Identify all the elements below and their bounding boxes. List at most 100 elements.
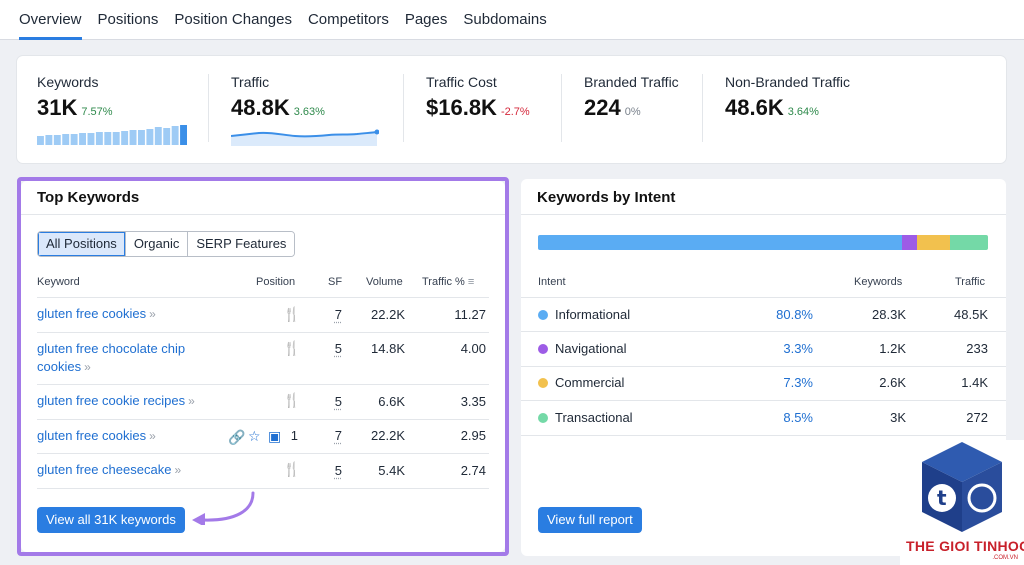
column-header-intent: Intent: [538, 276, 566, 288]
sf-value[interactable]: 7: [334, 428, 342, 443]
column-header-keywords[interactable]: Keywords: [854, 276, 903, 288]
star-icon[interactable]: ☆: [248, 428, 261, 444]
trend-bar: [129, 130, 137, 145]
tab-pages[interactable]: Pages: [404, 11, 448, 28]
link-icon[interactable]: 🔗: [228, 429, 246, 445]
trend-bar: [138, 130, 145, 145]
metric-traffic[interactable]: Traffic 48.8K 3.63%: [231, 74, 325, 121]
metric-keywords[interactable]: Keywords 31K 7.57%: [37, 74, 113, 121]
divider: [403, 74, 404, 142]
intent-bar-segment[interactable]: [538, 235, 902, 250]
intent-traffic: 233: [966, 341, 988, 356]
local-pack-icon[interactable]: 🍴: [283, 306, 301, 322]
intent-row-transactional[interactable]: Transactional: [538, 410, 633, 425]
intent-traffic: 1.4K: [961, 375, 988, 390]
keyword-text: gluten free chocolate chip: [37, 341, 186, 356]
intent-percent[interactable]: 80.8%: [776, 307, 813, 322]
trend-bar: [104, 132, 112, 145]
position-value: 1: [290, 428, 298, 443]
intent-name: Transactional: [555, 410, 633, 425]
keyword-link[interactable]: gluten free cheesecake»: [37, 461, 181, 479]
tab-competitors[interactable]: Competitors: [307, 11, 389, 28]
local-pack-icon[interactable]: 🍴: [283, 340, 301, 356]
divider: [521, 400, 1006, 401]
sort-icon[interactable]: ≡: [467, 276, 475, 288]
commercial-dot-icon: [538, 378, 548, 388]
divider: [37, 453, 489, 454]
metric-label: Non-Branded Traffic: [725, 74, 851, 90]
trend-bar: [87, 133, 95, 145]
navigational-dot-icon: [538, 344, 548, 354]
metric-delta: -2.7%: [500, 106, 530, 118]
intent-keywords: 1.2K: [879, 341, 906, 356]
column-header-sf[interactable]: SF: [328, 276, 343, 288]
filter-serp-features[interactable]: SERP Features: [187, 232, 295, 256]
intent-keywords: 28.3K: [872, 307, 906, 322]
sf-value[interactable]: 5: [334, 394, 342, 409]
tab-position-changes[interactable]: Position Changes: [174, 11, 292, 28]
keyword-link[interactable]: gluten free chocolate chip cookies»: [37, 340, 185, 376]
trend-bar: [146, 129, 154, 145]
informational-dot-icon: [538, 310, 548, 320]
intent-percent[interactable]: 8.5%: [783, 410, 813, 425]
column-header-position[interactable]: Position: [256, 276, 296, 288]
tab-positions[interactable]: Positions: [97, 11, 159, 28]
intent-row-commercial[interactable]: Commercial: [538, 375, 624, 390]
intent-bar-segment[interactable]: [949, 235, 988, 250]
volume-value: 22.2K: [371, 428, 405, 443]
metric-delta: 7.57%: [81, 106, 113, 118]
divider: [37, 419, 489, 420]
transactional-dot-icon: [538, 413, 548, 423]
card-title: Keywords by Intent: [537, 189, 676, 206]
keyword-text: gluten free cheesecake: [37, 462, 172, 477]
metric-branded-traffic[interactable]: Branded Traffic 224 0%: [584, 74, 679, 121]
keyword-link[interactable]: gluten free cookie recipes»: [37, 392, 195, 410]
column-header-volume[interactable]: Volume: [366, 276, 403, 288]
keyword-text: gluten free cookies: [37, 306, 147, 321]
trend-bar: [112, 132, 120, 145]
keyword-link[interactable]: gluten free cookies»: [37, 427, 156, 445]
sf-value[interactable]: 5: [334, 341, 342, 356]
sf-value[interactable]: 7: [334, 307, 342, 322]
tab-overview[interactable]: Overview: [19, 0, 82, 40]
divider: [21, 214, 505, 215]
intent-bar-segment[interactable]: [901, 235, 917, 250]
intent-row-informational[interactable]: Informational: [538, 307, 630, 322]
intent-percent[interactable]: 7.3%: [783, 375, 813, 390]
divider: [208, 74, 209, 142]
filter-all-positions[interactable]: All Positions: [38, 232, 125, 256]
filter-organic[interactable]: Organic: [124, 232, 188, 256]
metric-value: 48.8K: [231, 95, 290, 120]
trend-bar: [53, 135, 61, 145]
sf-value[interactable]: 5: [334, 463, 342, 478]
metric-traffic-cost[interactable]: Traffic Cost $16.8K -2.7%: [426, 74, 530, 121]
divider: [37, 488, 489, 489]
view-all-keywords-button[interactable]: View all 31K keywords: [37, 507, 185, 533]
divider: [37, 384, 489, 385]
view-full-report-button[interactable]: View full report: [538, 507, 642, 533]
traffic-value: 2.74: [460, 463, 486, 478]
trend-bar: [121, 131, 129, 145]
cube-logo-icon: t: [922, 442, 1002, 532]
trend-bar: [171, 126, 179, 145]
column-header-traffic[interactable]: Traffic % ≡: [422, 276, 474, 288]
local-pack-icon[interactable]: 🍴: [283, 392, 301, 408]
metric-label: Branded Traffic: [584, 74, 679, 90]
intent-row-navigational[interactable]: Navigational: [538, 341, 627, 356]
position-filter: All Positions Organic SERP Features: [37, 231, 296, 257]
column-header-keyword: Keyword: [37, 276, 80, 288]
keyword-link[interactable]: gluten free cookies»: [37, 305, 156, 323]
local-pack-icon[interactable]: 🍴: [283, 461, 301, 477]
logo-wordmark: THE GIOI TINHOC: [906, 538, 1024, 554]
chevron-right-icon: »: [84, 360, 91, 374]
image-icon[interactable]: ▣: [268, 428, 282, 444]
column-header-traffic-label: Traffic %: [422, 276, 465, 288]
metric-value: $16.8K: [426, 95, 497, 120]
metric-non-branded-traffic[interactable]: Non-Branded Traffic 48.6K 3.64%: [725, 74, 850, 121]
intent-percent[interactable]: 3.3%: [783, 341, 813, 356]
column-header-traffic[interactable]: Traffic: [955, 276, 985, 288]
tab-subdomains[interactable]: Subdomains: [463, 11, 547, 28]
chevron-right-icon: »: [188, 394, 195, 408]
trend-bar: [45, 135, 53, 145]
intent-bar-segment[interactable]: [916, 235, 950, 250]
